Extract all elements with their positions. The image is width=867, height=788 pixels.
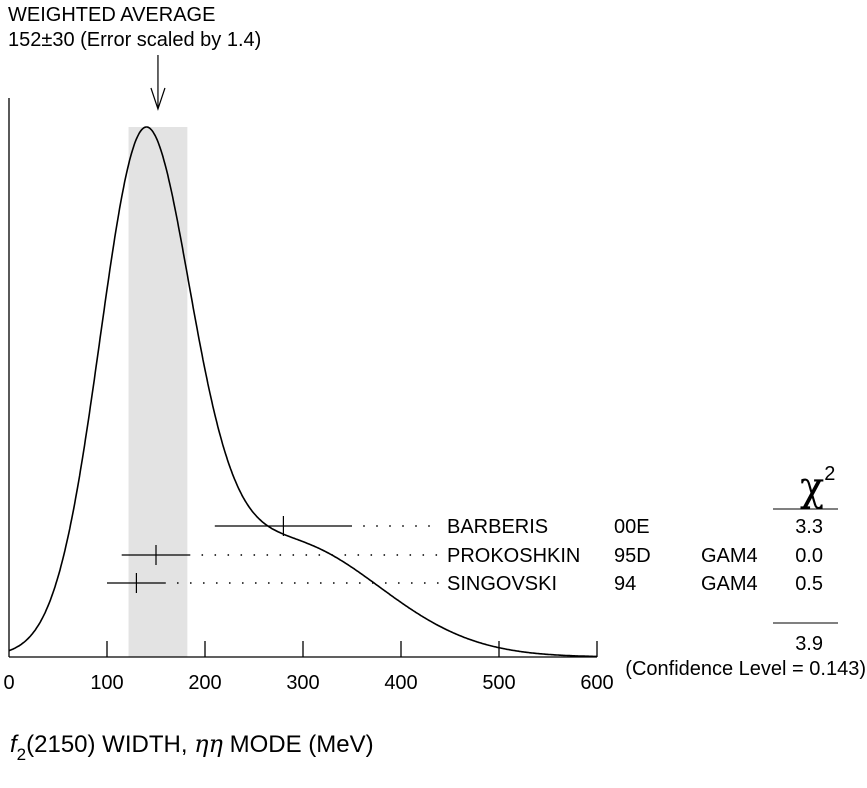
chi2-header: χ2: [800, 463, 835, 510]
leader-dot: [370, 554, 373, 556]
measurement-chi2: 3.3: [795, 516, 823, 538]
leader-dot: [279, 554, 282, 556]
measurement-chi2: 0.5: [795, 573, 823, 595]
leader-dot: [266, 554, 269, 556]
leader-dot: [384, 582, 387, 584]
measurement-year: 95D: [614, 545, 651, 567]
x-axis-title-rest: (2150) WIDTH,: [26, 731, 194, 758]
measurement-year: 94: [614, 573, 636, 595]
x-axis-title-sub: 2: [17, 745, 26, 764]
measurement-chi2: 0.0: [795, 545, 823, 567]
leader-dot: [344, 554, 347, 556]
measurement-technique: GAM4: [701, 573, 758, 595]
leader-dot: [357, 554, 360, 556]
leader-dot: [397, 582, 400, 584]
x-tick-label: 0: [3, 672, 14, 694]
leader-dot: [201, 554, 204, 556]
x-tick-label: 500: [482, 672, 515, 694]
leader-dot: [202, 582, 205, 584]
x-tick-label: 100: [90, 672, 123, 694]
weighted-average-label: WEIGHTED AVERAGE: [8, 4, 215, 26]
x-tick-label: 400: [384, 672, 417, 694]
leader-dot: [435, 554, 438, 556]
measurement-author: BARBERIS: [447, 516, 548, 538]
leader-dot: [409, 554, 412, 556]
leader-dot: [240, 554, 243, 556]
leader-dot: [254, 582, 257, 584]
leader-dot: [176, 582, 179, 584]
leader-dot: [331, 554, 334, 556]
measurements: BARBERIS 00E 3.3 PROKOSHKIN 95D GAM4 0.0 SINGOV…: [107, 516, 823, 595]
arrow-head: [150, 87, 166, 111]
leader-dot: [415, 525, 417, 527]
leader-dot: [345, 582, 348, 584]
leader-dot: [253, 554, 256, 556]
x-tick-label: 200: [188, 672, 221, 694]
leader-dot: [358, 582, 361, 584]
leader-dot: [227, 554, 230, 556]
leader-dot: [293, 582, 296, 584]
measurement-author: SINGOVSKI: [447, 573, 557, 595]
weighted-average-value: 152±30 (Error scaled by 1.4): [8, 29, 261, 51]
leader-dot: [389, 525, 391, 527]
x-axis-title-greek: ηη: [194, 730, 223, 758]
leader-dot: [396, 554, 399, 556]
leader-dot: [332, 582, 335, 584]
chi2-power: 2: [824, 463, 835, 485]
leader-dot: [428, 525, 430, 527]
measurement-row: SINGOVSKI 94 GAM4 0.5: [107, 573, 823, 595]
x-axis-title: f2(2150) WIDTH, ηη MODE (MeV): [10, 730, 374, 764]
leader-dot: [423, 582, 426, 584]
measurement-year: 00E: [614, 516, 650, 538]
leader-dot: [402, 525, 404, 527]
leader-dot: [318, 554, 321, 556]
leader-dot: [306, 582, 309, 584]
leader-dot: [280, 582, 283, 584]
leader-dot: [436, 582, 439, 584]
confidence-level: (Confidence Level = 0.143): [625, 658, 866, 680]
x-axis-ticks: 0 100 200 300 400 500 600: [3, 641, 614, 694]
x-axis-title-f: f: [10, 731, 19, 758]
x-tick-label: 300: [286, 672, 319, 694]
leader-dot: [215, 582, 218, 584]
leader-dot: [241, 582, 244, 584]
leader-dot: [410, 582, 413, 584]
measurement-row: BARBERIS 00E 3.3: [214, 516, 823, 538]
chi2-symbol: χ: [800, 464, 824, 510]
leader-dot: [376, 525, 378, 527]
leader-dot: [363, 525, 365, 527]
chi2-total: 3.9: [795, 633, 823, 655]
measurement-row: PROKOSHKIN 95D GAM4 0.0: [121, 545, 823, 567]
leader-dot: [292, 554, 295, 556]
measurement-author: PROKOSHKIN: [447, 545, 580, 567]
leader-dot: [189, 582, 192, 584]
leader-dot: [267, 582, 270, 584]
leader-dot: [319, 582, 322, 584]
weighted-average-band: [128, 127, 188, 657]
leader-dot: [305, 554, 308, 556]
weighted-average-arrow: [150, 55, 166, 111]
leader-dot: [383, 554, 386, 556]
leader-dot: [371, 582, 374, 584]
leader-dot: [422, 554, 425, 556]
leader-dot: [228, 582, 231, 584]
x-tick-label: 600: [580, 672, 613, 694]
leader-dot: [214, 554, 217, 556]
measurement-technique: GAM4: [701, 545, 758, 567]
x-axis-title-tail: MODE (MeV): [223, 731, 374, 758]
